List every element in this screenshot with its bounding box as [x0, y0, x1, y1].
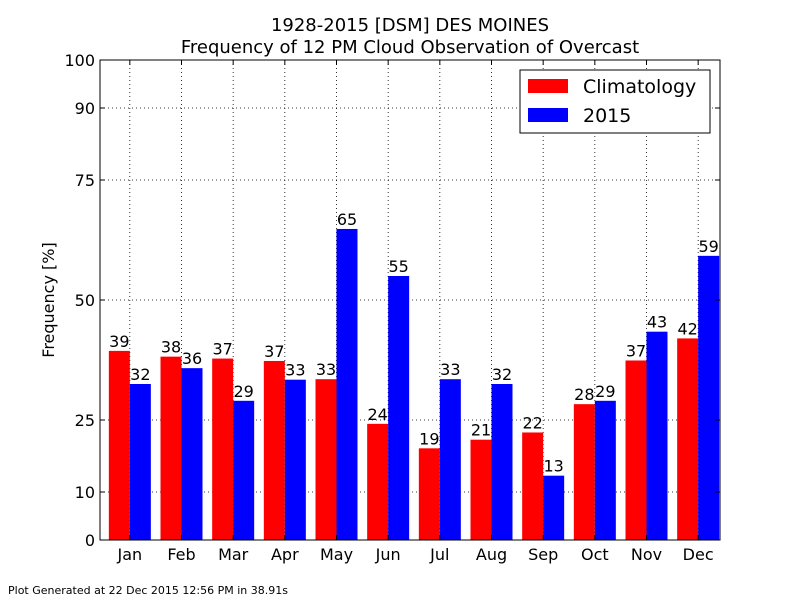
data-label-2015-nov: 43: [647, 313, 667, 332]
bar-2015-oct: [594, 400, 616, 540]
bar-climatology-oct: [573, 404, 595, 540]
data-label-climatology-apr: 37: [264, 342, 284, 361]
data-label-2015-jul: 33: [440, 360, 460, 379]
x-tick-label-mar: Mar: [218, 545, 249, 564]
x-tick-label-dec: Dec: [683, 545, 714, 564]
y-tick-label-100: 100: [64, 51, 95, 70]
bar-climatology-aug: [470, 439, 492, 540]
chart-title: 1928-2015 [DSM] DES MOINES: [271, 15, 549, 36]
bar-climatology-nov: [625, 360, 647, 540]
data-label-2015-aug: 32: [492, 365, 512, 384]
x-tick-label-jun: Jun: [375, 545, 401, 564]
y-axis-label: Frequency [%]: [39, 242, 58, 357]
bar-climatology-sep: [522, 432, 544, 540]
data-label-2015-feb: 36: [182, 349, 202, 368]
data-label-climatology-jun: 24: [367, 405, 387, 424]
bar-2015-nov: [646, 331, 668, 540]
legend-swatch-2015: [528, 108, 568, 122]
bar-2015-aug: [491, 384, 513, 540]
bar-2015-may: [336, 228, 358, 540]
x-tick-label-jul: Jul: [429, 545, 449, 564]
bar-climatology-dec: [677, 338, 699, 540]
bar-climatology-apr: [263, 360, 285, 540]
bar-2015-jun: [388, 276, 410, 540]
data-label-climatology-sep: 22: [522, 413, 542, 432]
legend-swatch-climatology: [528, 79, 568, 93]
legend: Climatology 2015: [519, 69, 711, 134]
data-label-climatology-jan: 39: [109, 332, 129, 351]
bar-2015-jul: [439, 379, 461, 540]
bar-2015-mar: [233, 400, 255, 540]
legend-label-climatology: Climatology: [583, 76, 696, 98]
bar-climatology-jan: [108, 350, 130, 540]
data-label-climatology-feb: 38: [161, 338, 181, 357]
bar-2015-apr: [284, 379, 306, 540]
y-tick-label-50: 50: [75, 291, 95, 310]
bar-2015-jan: [129, 384, 151, 540]
data-label-climatology-dec: 42: [677, 319, 697, 338]
bars-layer: [108, 228, 720, 540]
data-label-2015-jun: 55: [388, 257, 408, 276]
legend-label-2015: 2015: [583, 105, 631, 127]
bar-2015-sep: [543, 475, 565, 540]
data-label-climatology-may: 33: [316, 360, 336, 379]
bar-2015-dec: [698, 255, 720, 540]
bar-climatology-may: [315, 379, 337, 540]
y-tick-label-75: 75: [75, 171, 95, 190]
x-tick-label-oct: Oct: [581, 545, 609, 564]
chart-subtitle: Frequency of 12 PM Cloud Observation of …: [181, 37, 639, 58]
x-tick-label-apr: Apr: [271, 545, 299, 564]
data-label-climatology-mar: 37: [212, 340, 232, 359]
bar-climatology-jul: [418, 448, 440, 540]
data-label-2015-may: 65: [337, 210, 357, 229]
data-label-climatology-nov: 37: [626, 341, 646, 360]
x-tick-label-aug: Aug: [476, 545, 507, 564]
data-label-climatology-oct: 28: [574, 385, 594, 404]
x-tick-label-feb: Feb: [167, 545, 195, 564]
data-label-2015-apr: 33: [285, 361, 305, 380]
y-tick-label-90: 90: [75, 99, 95, 118]
data-label-2015-dec: 59: [698, 237, 718, 256]
ticks-layer: 0 10 25 50 75 90 100 Jan Feb Mar Apr May Jun Jul Aug Se…: [64, 51, 720, 564]
data-label-2015-oct: 29: [595, 382, 615, 401]
bar-2015-feb: [181, 368, 203, 540]
footer-note: Plot Generated at 22 Dec 2015 12:56 PM i…: [8, 584, 288, 597]
data-label-climatology-jul: 19: [419, 429, 439, 448]
y-tick-label-0: 0: [85, 531, 95, 550]
bar-climatology-jun: [367, 423, 389, 540]
y-tick-label-10: 10: [75, 483, 95, 502]
x-tick-label-jan: Jan: [116, 545, 142, 564]
bar-climatology-feb: [160, 356, 182, 540]
bar-climatology-mar: [212, 358, 234, 540]
data-label-2015-jan: 32: [130, 365, 150, 384]
y-tick-label-25: 25: [75, 411, 95, 430]
data-label-climatology-aug: 21: [471, 421, 491, 440]
x-tick-label-nov: Nov: [631, 545, 662, 564]
data-label-2015-mar: 29: [233, 382, 253, 401]
data-label-2015-sep: 13: [543, 457, 563, 476]
x-tick-label-may: May: [320, 545, 353, 564]
x-tick-label-sep: Sep: [528, 545, 558, 564]
